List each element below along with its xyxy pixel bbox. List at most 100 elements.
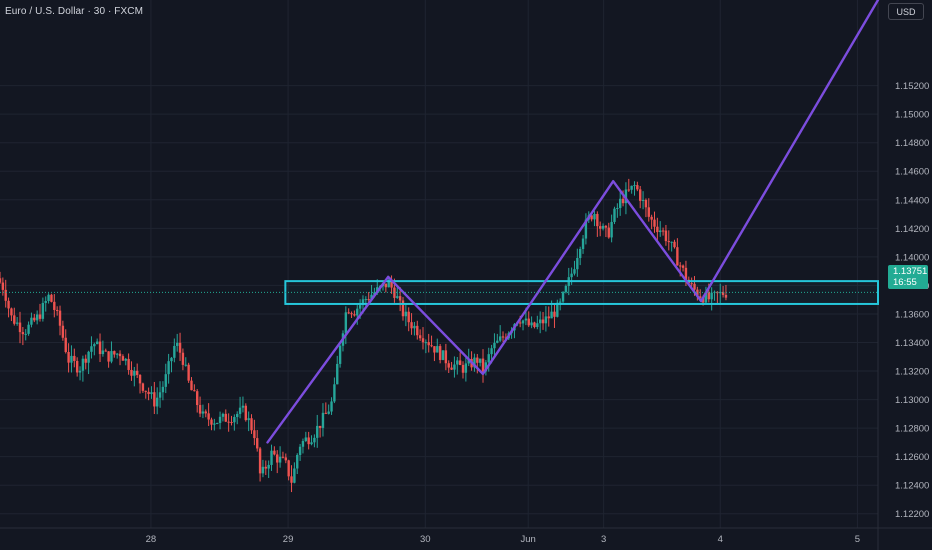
candle-body	[639, 189, 642, 201]
candle-body	[95, 341, 99, 345]
candle-body	[653, 219, 656, 227]
candle-body	[641, 199, 645, 201]
candle-body	[498, 336, 502, 341]
candle-body	[313, 437, 316, 443]
time-tick-label: 28	[146, 534, 157, 545]
candle-body	[0, 278, 2, 283]
candle-body	[30, 317, 33, 325]
candle-body	[50, 294, 53, 302]
price-tick-label: 1.12800	[895, 424, 929, 435]
candle-body	[310, 442, 313, 445]
candle-body	[233, 417, 236, 423]
candle-body	[155, 397, 159, 407]
candle-body	[241, 405, 245, 408]
candle-body	[221, 413, 225, 417]
candle-body	[101, 350, 105, 355]
candle-body	[107, 351, 110, 362]
candle-body	[181, 352, 185, 365]
candle-body	[161, 386, 165, 393]
candle-body	[47, 294, 50, 301]
candle-body	[127, 358, 130, 370]
candle-body	[490, 348, 493, 355]
candle-body	[167, 361, 170, 375]
candle-body	[644, 199, 648, 208]
candle-body	[576, 258, 579, 270]
candle-body	[90, 346, 93, 352]
candle-body	[170, 357, 173, 362]
candle-body	[318, 425, 322, 428]
candle-body	[633, 185, 636, 187]
candle-body	[570, 273, 573, 278]
candle-body	[61, 325, 65, 338]
candle-body	[496, 340, 499, 343]
candle-body	[150, 392, 153, 395]
candle-body	[584, 219, 588, 239]
time-tick-label: 4	[718, 534, 723, 545]
candle-body	[558, 301, 562, 303]
candle-body	[676, 247, 679, 266]
candle-body	[701, 297, 705, 303]
candle-body	[55, 309, 59, 311]
candle-body	[7, 300, 10, 309]
candle-body	[393, 287, 396, 298]
candle-body	[473, 357, 476, 368]
candle-body	[581, 238, 585, 249]
candle-body	[578, 248, 582, 259]
candle-body	[178, 342, 182, 353]
last-price-value: 1.13751	[893, 266, 928, 277]
candle-body	[524, 318, 528, 321]
candle-body	[398, 296, 402, 301]
currency-button[interactable]: USD	[888, 3, 924, 20]
candle-body	[338, 345, 342, 364]
candle-body	[501, 336, 505, 338]
candle-body	[196, 391, 199, 406]
price-tick-label: 1.14600	[895, 167, 929, 178]
candle-body	[298, 446, 302, 455]
candle-body	[696, 289, 699, 297]
candle-body	[244, 405, 247, 421]
zigzag-projection-line[interactable]	[266, 0, 880, 444]
candle-body	[67, 351, 70, 363]
candle-body	[147, 391, 150, 395]
time-tick-label: Jun	[521, 534, 536, 545]
candle-body	[601, 225, 605, 229]
candle-body	[321, 412, 325, 428]
candle-body	[18, 322, 22, 333]
candle-body	[573, 269, 576, 274]
candle-body	[598, 226, 602, 229]
last-price-badge: 1.13751 16:55	[888, 265, 928, 289]
candle-body	[656, 226, 659, 233]
candle-body	[547, 316, 550, 319]
candle-body	[287, 460, 290, 477]
time-tick-label: 3	[601, 534, 606, 545]
candle-body	[87, 351, 90, 363]
candle-body	[53, 301, 56, 310]
candle-body	[433, 346, 436, 353]
candle-body	[164, 374, 167, 387]
candle-body	[430, 345, 433, 347]
candle-body	[81, 358, 85, 371]
candle-body	[173, 345, 176, 358]
candle-body	[396, 296, 399, 298]
candle-body	[367, 299, 370, 301]
price-tick-label: 1.12400	[895, 481, 929, 492]
candle-body	[204, 411, 207, 414]
candle-body	[621, 198, 625, 204]
price-tick-label: 1.13000	[895, 395, 929, 406]
candle-body	[347, 312, 350, 314]
candle-body	[710, 292, 713, 300]
candle-body	[130, 369, 133, 376]
candle-body	[444, 350, 448, 364]
candle-body	[616, 207, 619, 209]
candle-body	[438, 346, 442, 360]
candle-body	[330, 401, 333, 412]
candle-body	[704, 291, 708, 303]
candle-body	[604, 225, 608, 228]
candle-body	[27, 324, 30, 334]
candle-body	[484, 362, 488, 372]
candle-body	[561, 292, 565, 302]
candle-body	[238, 407, 242, 414]
candle-body	[630, 185, 633, 190]
